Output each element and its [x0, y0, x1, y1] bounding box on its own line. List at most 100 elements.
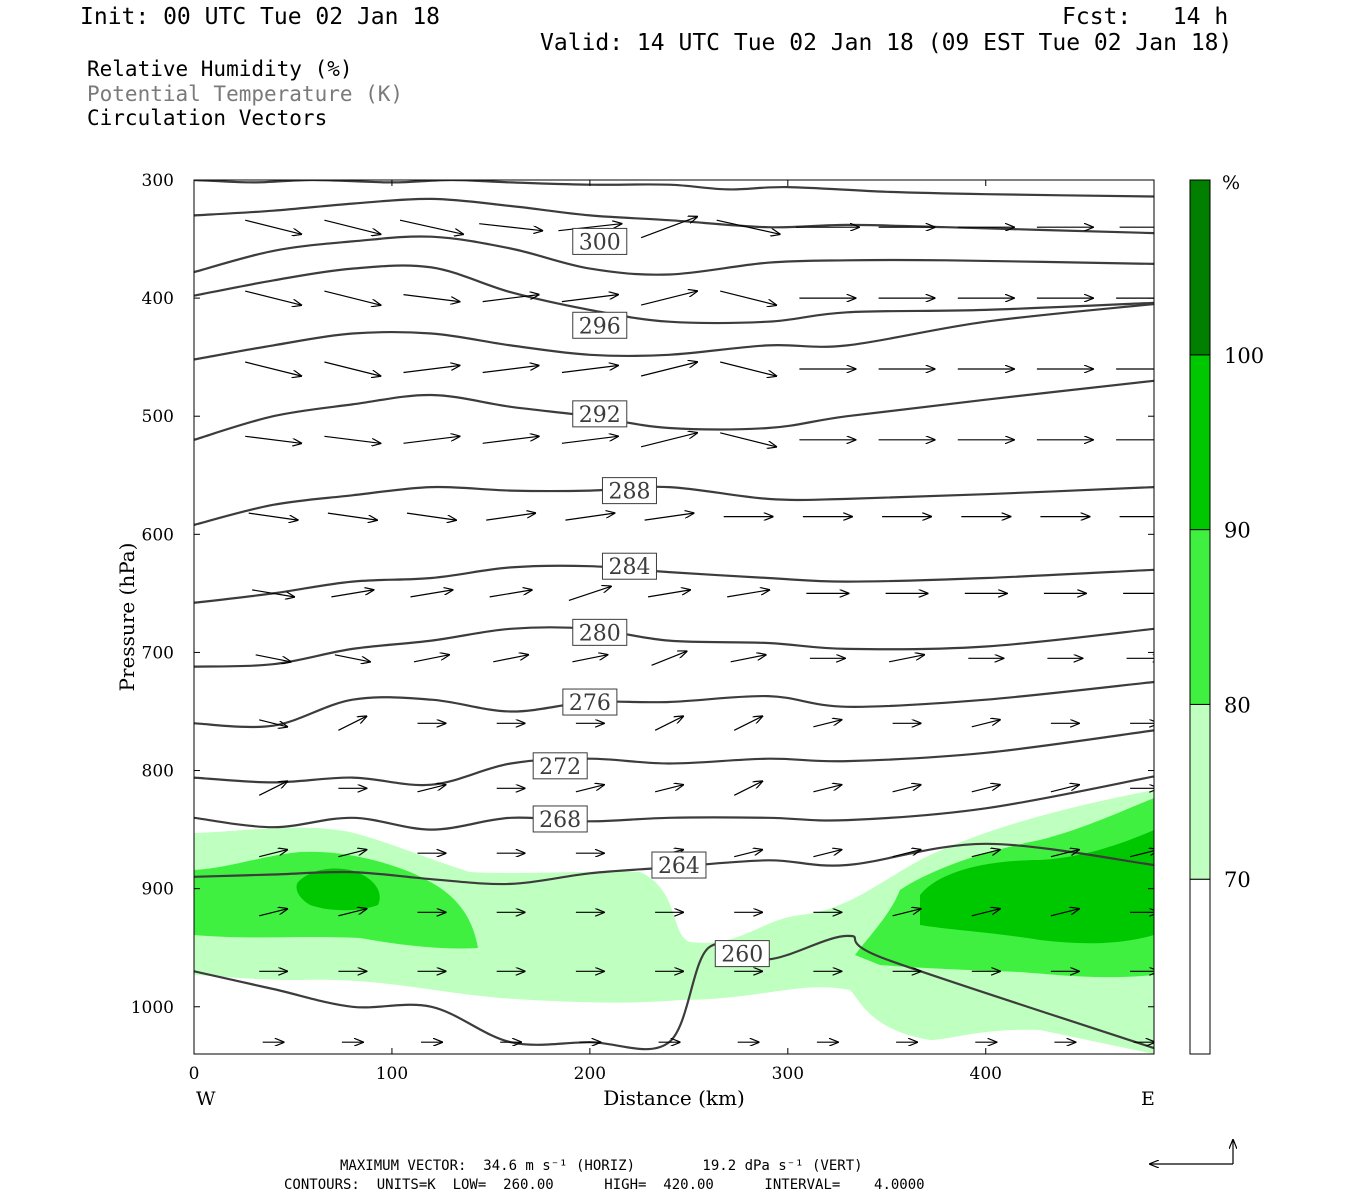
- x-tick-label: 400: [970, 1064, 1002, 1084]
- isentrope-line: [194, 729, 1154, 787]
- west-label: W: [196, 1088, 216, 1110]
- isentrope-line: [194, 379, 1154, 441]
- isentrope-line: [194, 302, 1154, 361]
- circulation-vector: [493, 655, 528, 663]
- circulation-vector: [252, 589, 294, 597]
- rh-90-region: [296, 868, 380, 911]
- isentrope-label-box: [714, 940, 770, 968]
- isentrope-label-box: [572, 400, 628, 428]
- circulation-vector: [403, 436, 460, 444]
- colorbar-level-label: 70: [1224, 868, 1251, 892]
- circulation-vector: [338, 850, 366, 858]
- isentrope-label-text: 296: [579, 314, 621, 339]
- y-tick-label: 300: [142, 171, 174, 191]
- circulation-vector: [561, 366, 618, 374]
- circulation-vector: [733, 781, 762, 796]
- isentrope-label: 280: [572, 618, 628, 646]
- circulation-vector: [482, 295, 539, 303]
- isentrope-line: [194, 775, 1154, 831]
- circulation-vector: [561, 295, 618, 303]
- circulation-vector: [331, 590, 373, 598]
- circulation-vector: [399, 219, 463, 234]
- forecast-hour: Fcst: 14 h: [1062, 4, 1229, 30]
- isentrope-line: [194, 180, 1154, 198]
- circulation-vector: [813, 850, 841, 858]
- circulation-vector: [568, 586, 611, 601]
- isentrope-label: 296: [572, 311, 628, 339]
- circulation-vector: [324, 361, 380, 376]
- isentrope-label-text: 300: [579, 230, 621, 255]
- y-tick-label: 500: [142, 407, 174, 427]
- isentrope-line: [194, 564, 1154, 604]
- circulation-vector: [813, 720, 841, 728]
- rh-70-region: [194, 790, 1154, 1054]
- isentrope-label-box: [601, 552, 657, 580]
- colorbar-level-label: 90: [1224, 519, 1251, 543]
- circulation-vector: [971, 850, 1000, 858]
- isentrope-label: 272: [532, 752, 588, 780]
- colorbar-unit: %: [1222, 172, 1240, 194]
- isentrope-label: 292: [572, 400, 628, 428]
- valid-time: Valid: 14 UTC Tue 02 Jan 18 (09 EST Tue …: [540, 30, 1233, 56]
- circulation-vector: [648, 590, 690, 598]
- isentrope-label-text: 280: [579, 621, 621, 646]
- isentrope-label-text: 292: [579, 403, 621, 428]
- colorbar-level-label: 80: [1224, 693, 1251, 717]
- isentrope-label: 284: [601, 552, 657, 580]
- circulation-vector: [813, 785, 841, 793]
- isentrope-label-text: 272: [539, 755, 581, 780]
- colorbar-segment: [1189, 529, 1211, 705]
- circulation-vector: [640, 291, 697, 306]
- circulation-vector: [259, 719, 287, 727]
- y-tick-label: 400: [142, 289, 174, 309]
- circulation-vector: [245, 361, 301, 376]
- circulation-vector: [324, 219, 380, 234]
- isentrope-label-box: [572, 311, 628, 339]
- colorbar-level-label: 100: [1224, 344, 1264, 368]
- circulation-vector: [640, 433, 697, 448]
- isentrope-label-text: 284: [608, 555, 650, 580]
- isentrope-label-box: [572, 227, 628, 255]
- isentrope-line: [194, 485, 1154, 526]
- isentrope-label-text: 260: [721, 943, 763, 968]
- circulation-vector: [334, 654, 370, 662]
- circulation-vector: [410, 590, 453, 598]
- isentrope-line: [194, 934, 1154, 1051]
- isentrope-label: 288: [601, 477, 657, 505]
- circulation-vector: [892, 850, 921, 858]
- isentrope-label: 268: [532, 805, 588, 833]
- colorbar-segment: [1189, 354, 1211, 531]
- circulation-vector: [733, 716, 762, 731]
- rh-shading: [194, 790, 1154, 1054]
- x-tick-label: 100: [376, 1064, 408, 1084]
- max-vector-note: MAXIMUM VECTOR: 34.6 m s⁻¹ (HORIZ) 19.2 …: [340, 1158, 863, 1174]
- circulation-vector: [403, 294, 460, 302]
- colorbar-segment: [1189, 179, 1211, 356]
- circulation-vector: [971, 785, 1000, 793]
- x-tick-label: 300: [772, 1064, 804, 1084]
- isentrope-line: [194, 842, 1154, 886]
- east-label: E: [1141, 1088, 1155, 1110]
- circulation-vector: [403, 366, 460, 374]
- x-tick-label: 200: [574, 1064, 606, 1084]
- circulation-vector: [1129, 850, 1154, 858]
- circulation-vector: [572, 655, 607, 663]
- circulation-vector: [248, 512, 298, 520]
- circulation-vector: [259, 850, 287, 858]
- colorbar-segment: [1189, 703, 1211, 880]
- isentrope-line: [194, 626, 1154, 668]
- isentrope-label: 264: [651, 851, 707, 879]
- circulation-vector: [406, 512, 456, 520]
- legend-theta: Potential Temperature (K): [87, 82, 404, 106]
- reference-vector: [1150, 1140, 1233, 1164]
- circulation-vector: [651, 651, 687, 666]
- circulation-vector: [720, 432, 776, 447]
- circulation-vector: [417, 785, 446, 793]
- x-tick-label: 0: [189, 1064, 200, 1084]
- circulation-vector: [1050, 850, 1079, 858]
- circulation-vector: [489, 590, 532, 598]
- circulation-vector: [327, 512, 377, 520]
- legend-vectors: Circulation Vectors: [87, 106, 328, 130]
- isentrope-label-text: 264: [658, 854, 700, 879]
- circulation-vector: [716, 219, 780, 234]
